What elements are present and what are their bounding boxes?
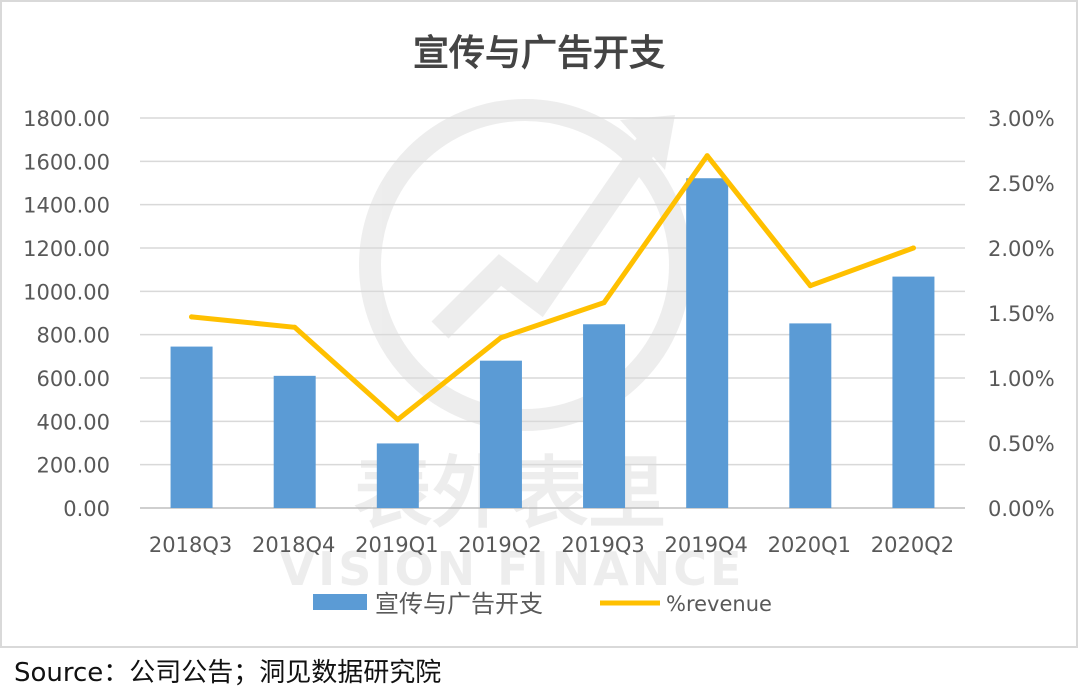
chart-title: 宣传与广告开支 [413,33,665,74]
y-right-tick-label: 2.00% [988,237,1055,261]
y-right-tick-label: 2.50% [988,172,1055,196]
x-tick-label: 2019Q4 [665,533,748,557]
bar [273,375,316,508]
bar-series [170,178,935,508]
line-point [704,153,710,159]
line-point [498,335,504,341]
line-point [395,417,401,423]
bar [583,324,626,508]
line-point [292,324,298,330]
bar [479,360,522,508]
y-left-tick-label: 200.00 [37,454,110,478]
x-axis: 2018Q3 2018Q4 2019Q1 2019Q2 2019Q3 2019Q4 2020… [149,533,954,557]
x-tick-label: 2018Q3 [149,533,232,557]
bar [686,178,729,508]
y-left-tick-label: 800.00 [37,324,110,348]
line-point [601,300,607,306]
x-tick-label: 2019Q2 [458,533,541,557]
y-right-tick-label: 1.50% [988,302,1055,326]
bar [170,346,213,508]
y-left-tick-label: 1400.00 [23,194,110,218]
svg-text:VISION FINANCE: VISION FINANCE [280,542,745,596]
y-left-tick-label: 0.00 [63,497,110,521]
line-point [189,314,195,320]
x-tick-label: 2019Q3 [561,533,644,557]
x-tick-label: 2018Q4 [252,533,335,557]
legend-bar-label: 宣传与广告开支 [375,590,543,618]
line-series [189,153,916,423]
x-tick-label: 2020Q1 [768,533,851,557]
y-right-tick-label: 1.00% [988,367,1055,391]
y-right-tick-label: 0.00% [988,497,1055,521]
x-tick-label: 2019Q1 [355,533,438,557]
right-axis: 0.00% 0.50% 1.00% 1.50% 2.00% 2.50% 3.00% [988,107,1055,521]
bar [789,323,832,508]
line-point [807,283,813,289]
y-left-tick-label: 600.00 [37,367,110,391]
line-point [910,245,916,251]
left-axis: 0.00 200.00 400.00 600.00 800.00 1000.00 1200.… [23,107,110,521]
bar [376,443,419,508]
y-left-tick-label: 1000.00 [23,280,110,304]
x-tick-label: 2020Q2 [871,533,954,557]
watermark-logo: 表外表里 VISION FINANCE [280,99,745,596]
y-right-tick-label: 0.50% [988,432,1055,456]
legend-bar-swatch [313,594,367,610]
chart-canvas: 表外表里 VISION FINANCE 宣传与广告开支 0.00 200.00 40… [23,33,1055,618]
y-left-tick-label: 1800.00 [23,107,110,131]
legend: 宣传与广告开支 %revenue [313,590,772,618]
y-left-tick-label: 1200.00 [23,237,110,261]
y-left-tick-label: 400.00 [37,410,110,434]
source-note: Source：公司公告；洞见数据研究院 [14,658,442,688]
revenue-line [189,153,916,423]
y-left-tick-label: 1600.00 [23,150,110,174]
y-right-tick-label: 3.00% [988,107,1055,131]
legend-line-label: %revenue [666,592,772,616]
bar [892,276,935,508]
